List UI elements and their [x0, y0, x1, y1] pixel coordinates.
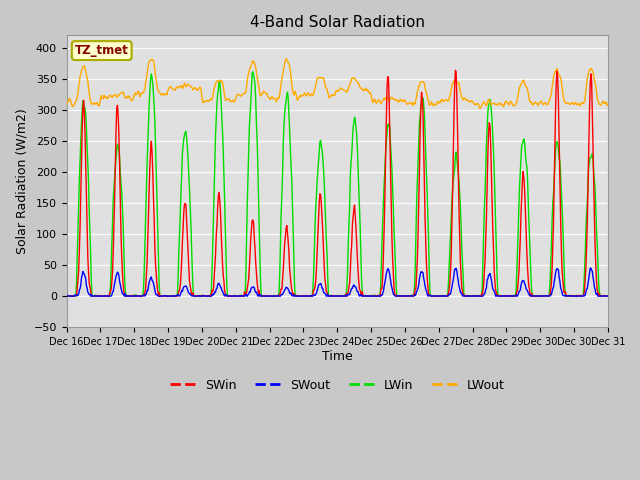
Text: TZ_tmet: TZ_tmet — [75, 44, 129, 57]
X-axis label: Time: Time — [322, 349, 353, 363]
Title: 4-Band Solar Radiation: 4-Band Solar Radiation — [250, 15, 425, 30]
Y-axis label: Solar Radiation (W/m2): Solar Radiation (W/m2) — [15, 108, 28, 254]
Legend: SWin, SWout, LWin, LWout: SWin, SWout, LWin, LWout — [164, 374, 509, 397]
